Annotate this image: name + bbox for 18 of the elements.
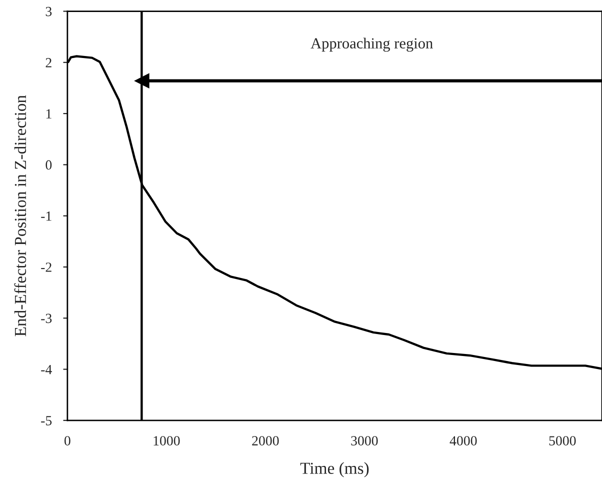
y-tick-label: 1 [46,109,52,118]
y-axis-title: End-Effector Position in Z-direction [14,95,26,336]
y-tick-label: -1 [41,211,52,221]
y-tick-label: -2 [41,262,52,272]
x-axis-title: Time (ms) [300,462,369,478]
x-tick-label: 2000 [252,436,279,446]
x-tick-label: 3000 [351,436,378,446]
y-tick-label: -4 [41,364,52,374]
x-tick-label: 1000 [154,436,180,446]
y-tick-label: 0 [46,160,52,170]
x-tick-label: 0 [64,436,70,446]
y-tick-label: -5 [41,416,52,426]
x-tick-label: 4000 [450,436,477,446]
y-tick-label: 3 [46,6,52,16]
series-label: Approaching region [310,38,433,52]
y-tick-label: 2 [46,58,52,68]
y-tick-label: -3 [41,314,52,324]
x-tick-label: 5000 [549,436,576,446]
